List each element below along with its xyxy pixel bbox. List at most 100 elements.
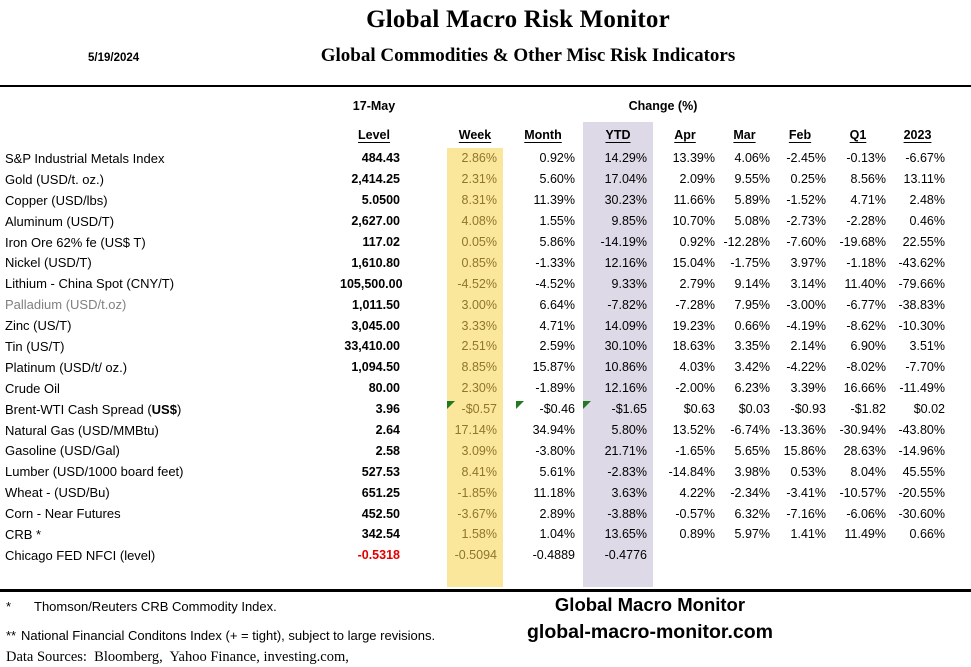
cell-week: 3.09%: [447, 440, 503, 462]
cell-mar: [717, 545, 772, 566]
cell-month: 5.60%: [539, 172, 575, 187]
cell-mar: 6.32%: [734, 506, 770, 521]
cell-week: 8.41%: [447, 461, 503, 483]
cell-y2023: -7.70%: [905, 360, 945, 375]
table-row: Iron Ore 62% fe (US$ T) 117.02 0.05% 5.86% -…: [0, 231, 947, 253]
cell-y2023: -79.66%: [898, 276, 945, 291]
cell-y2023: -43.80%: [898, 423, 945, 438]
cell-apr: 2.09%: [679, 172, 715, 187]
cell-y2023: 2.48%: [909, 193, 945, 208]
cell-apr: 0.92%: [679, 235, 715, 249]
cell-mar: 9.55%: [734, 172, 770, 187]
spacer: [408, 357, 447, 378]
cell-level: 1,011.50: [352, 297, 400, 312]
cell-feb: 0.53%: [790, 464, 826, 479]
row-label: Corn - Near Futures: [5, 506, 121, 522]
cell-apr: 13.39%: [672, 151, 715, 166]
commodities-table: Level Week Month YTD Apr Mar Feb Q1 2023 S&P Ind…: [0, 122, 947, 587]
cell-feb: 0.25%: [790, 172, 826, 187]
cell-ytd: -0.4776: [583, 544, 653, 566]
cell-level: 2.58: [375, 443, 400, 458]
cell-apr: $0.63: [683, 402, 715, 417]
spacer: [408, 420, 447, 441]
footnote-text: National Financial Conditons Index (+ = …: [21, 628, 436, 643]
cell-mar: -2.34%: [730, 485, 770, 500]
cell-ytd: -3.88%: [583, 503, 653, 525]
cell-mar: 4.06%: [734, 151, 770, 166]
cell-month: 4.71%: [539, 318, 575, 333]
cell-feb: -7.16%: [786, 506, 826, 521]
cell-q1: 16.66%: [843, 381, 886, 396]
cell-y2023: -11.49%: [899, 381, 945, 396]
spacer: [408, 148, 447, 169]
cell-week: -$0.57: [447, 398, 503, 420]
cell-y2023: -6.67%: [905, 151, 945, 166]
cell-y2023: $0.02: [913, 402, 945, 417]
cell-week: 2.30%: [447, 377, 503, 399]
cell-feb: -1.52%: [786, 193, 826, 208]
cell-y2023: 0.66%: [909, 527, 945, 542]
cell-week: -0.5094: [447, 544, 503, 566]
cell-level: 1,610.80: [351, 255, 400, 270]
asof-date-header: 17-May: [352, 99, 396, 113]
brand-url: global-macro-monitor.com: [527, 621, 773, 643]
cell-level: 452.50: [361, 506, 400, 521]
row-label: Brent-WTI Cash Spread (US$): [0, 399, 340, 420]
cell-month: -3.80%: [535, 443, 575, 458]
cell-month: -1.33%: [535, 255, 575, 270]
cell-mar: 5.08%: [734, 214, 770, 229]
row-label: Lithium - China Spot (CNY/T): [5, 276, 175, 292]
cell-mar: 0.66%: [734, 318, 770, 333]
cell-q1: 11.40%: [844, 276, 886, 291]
spacer: [408, 503, 447, 524]
cell-ytd: 14.09%: [583, 315, 653, 337]
spacer: [408, 169, 447, 190]
cell-ytd: 5.80%: [583, 419, 653, 441]
table-row: Crude Oil 80.00 2.30% -1.89% 12.16% -2.00% 6.2…: [0, 377, 947, 399]
cell-y2023: -43.62%: [898, 255, 945, 270]
cell-month: -$0.46: [503, 399, 583, 420]
cell-flag-triangle-icon: [516, 400, 524, 409]
filler-cell: [772, 566, 828, 587]
row-label: Nickel (USD/T): [5, 255, 92, 271]
cell-week: 3.00%: [447, 294, 503, 316]
cell-week: 2.86%: [447, 148, 503, 169]
cell-month: -0.4889: [532, 548, 575, 563]
cell-feb: 2.14%: [790, 339, 826, 354]
cell-apr: 13.52%: [672, 423, 715, 438]
cell-ytd: 30.23%: [583, 189, 653, 211]
cell-ytd: 12.16%: [583, 377, 653, 399]
cell-week: 4.08%: [447, 210, 503, 232]
band-filler-row: [0, 565, 947, 587]
cell-week: 0.05%: [447, 231, 503, 253]
cell-y2023: -38.83%: [898, 297, 945, 312]
cell-apr: 18.63%: [672, 339, 715, 354]
cell-flag-triangle-icon: [583, 400, 591, 409]
cell-month: 11.18%: [533, 485, 575, 500]
cell-feb: -2.73%: [786, 214, 826, 229]
cell-ytd: -7.82%: [583, 294, 653, 316]
filler-cell: [653, 566, 717, 587]
column-header-apr: Apr: [674, 128, 696, 142]
column-header-ytd: YTD: [583, 122, 653, 148]
cell-q1: -10.57%: [839, 485, 886, 500]
cell-apr: -0.57%: [675, 506, 715, 521]
cell-apr: -7.28%: [675, 297, 715, 312]
cell-y2023: -30.60%: [898, 506, 945, 521]
filler-cell: [503, 566, 583, 587]
column-header-mar: Mar: [733, 128, 756, 142]
cell-ytd: 30.10%: [583, 336, 653, 357]
cell-feb: -13.36%: [779, 423, 826, 438]
table-row: Aluminum (USD/T) 2,627.00 4.08% 1.55% 9.85% 1…: [0, 210, 947, 232]
cell-mar: -1.75%: [730, 255, 770, 270]
cell-y2023: -14.96%: [898, 443, 945, 458]
cell-mar: 3.35%: [734, 339, 770, 354]
footnote-crb: * Thomson/Reuters CRB Commodity Index.: [6, 599, 277, 614]
cell-month: 6.64%: [539, 297, 575, 312]
page-subtitle: Global Commodities & Other Misc Risk Ind…: [320, 45, 736, 66]
cell-y2023: -10.30%: [898, 318, 945, 333]
spacer: [408, 336, 447, 357]
cell-feb: -3.41%: [786, 485, 826, 500]
cell-week: 17.14%: [447, 419, 503, 441]
spacer: [408, 315, 447, 336]
